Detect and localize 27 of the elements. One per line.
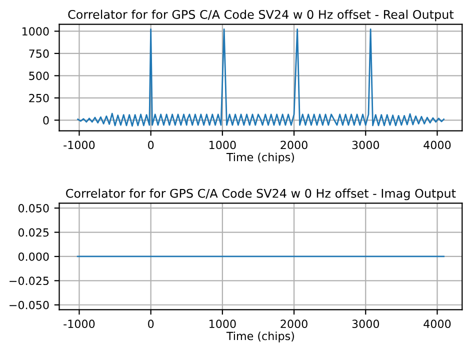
y-tick-label: 1000 — [22, 27, 49, 36]
x-tick-label: 2000 — [280, 320, 308, 328]
chart-title: Correlator for for GPS C/A Code SV24 w 0 Hz offset - Real Output — [68, 10, 454, 22]
y-tick-label: 0.050 — [18, 204, 49, 212]
x-axis-title: Time (chips) — [226, 332, 294, 342]
line-series — [77, 28, 445, 127]
x-tick-label: 0 — [148, 320, 154, 328]
x-tick-label: 4000 — [424, 320, 451, 328]
y-tick-label: −0.050 — [10, 300, 49, 310]
x-axis-title: Time (chips) — [226, 152, 294, 164]
x-tick-label: 0 — [148, 140, 154, 150]
y-tick-label: 0 — [43, 116, 49, 125]
x-tick-label: 2000 — [280, 140, 308, 150]
x-tick-label: 1000 — [210, 140, 236, 150]
x-tick-label: 4000 — [424, 140, 451, 150]
y-tick-label: 250 — [29, 94, 49, 102]
x-tick-label: 3000 — [352, 320, 380, 328]
y-tick-label: 0.025 — [18, 228, 49, 237]
y-tick-label: −0.025 — [10, 276, 49, 286]
x-tick-label: -1000 — [64, 320, 95, 328]
x-tick-label: -1000 — [64, 140, 95, 150]
y-tick-label: 750 — [29, 49, 49, 58]
chart-title: Correlator for for GPS C/A Code SV24 w 0 Hz offset - Imag Output — [66, 188, 456, 200]
y-tick-label: 500 — [29, 72, 49, 80]
y-tick-label: 0.000 — [18, 252, 49, 261]
x-tick-label: 1000 — [210, 320, 236, 328]
x-tick-label: 3000 — [352, 140, 380, 150]
